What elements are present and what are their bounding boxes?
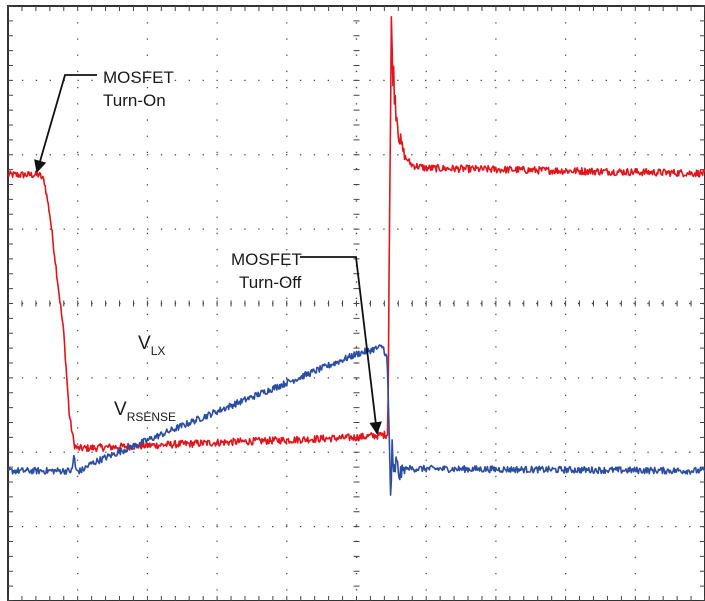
traces	[7, 15, 705, 496]
vlx-trace	[7, 15, 705, 453]
turn-off-arrow	[300, 256, 382, 435]
vrsense-trace	[7, 344, 705, 496]
turn-on-label-line1: MOSFET	[103, 68, 174, 87]
turn-off-label-line2: Turn-Off	[239, 273, 302, 292]
turn-on-arrow	[34, 74, 97, 174]
vlx-label: VLX	[138, 333, 165, 358]
grid	[7, 5, 705, 601]
vlx-label-sub: LX	[151, 344, 166, 358]
turn-off-label-line1: MOSFET	[231, 250, 302, 269]
vrsense-label: VRSENSE	[114, 399, 176, 424]
vrsense-label-sub: RSENSE	[127, 410, 176, 424]
annotations	[34, 74, 382, 435]
vrsense-label-main: V	[114, 399, 127, 420]
turn-on-label-line2: Turn-On	[103, 91, 166, 110]
vlx-label-main: V	[138, 333, 151, 354]
